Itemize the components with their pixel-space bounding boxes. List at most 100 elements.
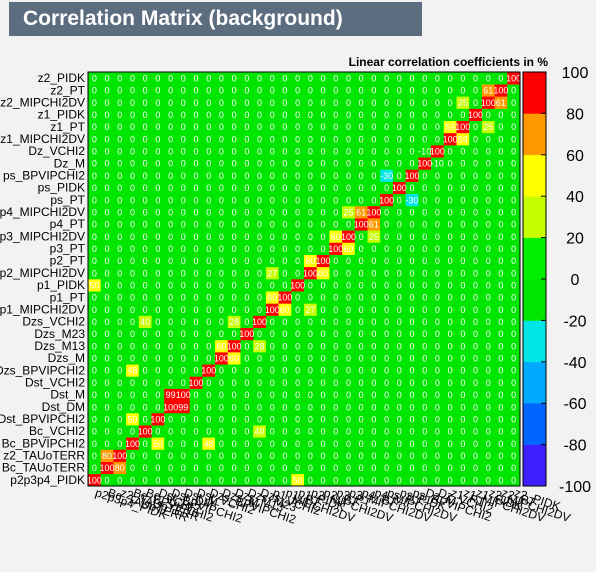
cell-value-label: 0 (232, 232, 237, 242)
cell-value-label: 0 (346, 475, 351, 485)
cell-value-label: 0 (409, 134, 414, 144)
cell-value-label: 0 (486, 427, 491, 437)
heatmap-cell (215, 254, 229, 268)
heatmap-cell (88, 425, 102, 438)
cell-value-label: 0 (448, 366, 453, 376)
cell-value-label: 0 (359, 183, 364, 193)
cell-value-label: 100 (404, 171, 419, 181)
heatmap-cell (507, 400, 521, 414)
cell-value-label: 0 (105, 110, 110, 120)
cell-value-label: 100 (138, 427, 153, 437)
heatmap-cell (380, 473, 394, 487)
cell-value-label: 0 (486, 463, 491, 473)
cell-value-label: 0 (168, 159, 173, 169)
cell-value-label: 0 (206, 390, 211, 400)
heatmap-cell (227, 230, 241, 243)
cell-value-label: 0 (321, 451, 326, 461)
cell-value-label: 0 (232, 475, 237, 485)
heatmap-cell (469, 352, 483, 365)
heatmap-cell (329, 339, 343, 353)
cell-value-label: 0 (473, 317, 478, 327)
cell-value-label: 0 (130, 280, 135, 290)
heatmap-cell (100, 412, 114, 426)
cell-value-label: 0 (321, 73, 326, 83)
heatmap-cell (100, 266, 114, 280)
cell-value-label: 0 (435, 439, 440, 449)
cell-value-label: 0 (232, 98, 237, 108)
heatmap-cell (456, 449, 470, 462)
cell-value-label: 0 (460, 439, 465, 449)
cell-value-label: 0 (422, 463, 427, 473)
heatmap-cell (253, 230, 267, 243)
cell-value-label: 0 (498, 354, 503, 364)
heatmap-cell (164, 291, 178, 304)
cell-value-label: 0 (117, 280, 122, 290)
heatmap-cell (392, 412, 406, 426)
cell-value-label: 27 (305, 305, 315, 315)
heatmap-cell (202, 461, 216, 475)
cell-value-label: 0 (155, 451, 160, 461)
heatmap-cell (507, 352, 521, 365)
heatmap-cell (189, 218, 203, 231)
heatmap-cell (380, 449, 394, 462)
heatmap-cell (418, 218, 432, 231)
heatmap-cell (215, 303, 229, 316)
heatmap-cell (151, 327, 165, 341)
cell-value-label: 0 (346, 183, 351, 193)
cell-value-label: 0 (181, 195, 186, 205)
heatmap-cell (253, 473, 267, 487)
cell-value-label: 0 (143, 207, 148, 217)
cell-value-label: 25 (369, 232, 379, 242)
heatmap-cell (164, 339, 178, 353)
cell-value-label: 100 (277, 293, 292, 303)
cell-value-label: 0 (371, 414, 376, 424)
heatmap-cell (456, 205, 470, 219)
heatmap-cell (418, 388, 432, 402)
colorbar-tick-label: -20 (563, 313, 586, 330)
heatmap-cell (151, 449, 165, 462)
cell-value-label: 61 (496, 98, 506, 108)
heatmap-cell (265, 425, 279, 438)
cell-value-label: 0 (409, 147, 414, 157)
heatmap-cell (291, 437, 305, 450)
cell-value-label: 0 (193, 171, 198, 181)
cell-value-label: 0 (270, 414, 275, 424)
cell-value-label: 0 (193, 451, 198, 461)
cell-value-label: 0 (486, 134, 491, 144)
cell-value-label: 0 (155, 73, 160, 83)
cell-value-label: 0 (155, 354, 160, 364)
cell-value-label: 0 (321, 402, 326, 412)
heatmap-cell (418, 400, 432, 414)
heatmap-cell (100, 352, 114, 365)
heatmap-cell (253, 400, 267, 414)
cell-value-label: 0 (155, 86, 160, 96)
heatmap-cell (126, 461, 140, 475)
colorbar-segment (523, 465, 546, 487)
heatmap-cell (469, 266, 483, 280)
heatmap-cell (278, 461, 292, 475)
heatmap-cell (316, 400, 330, 414)
heatmap-cell (443, 230, 457, 243)
cell-value-label: 0 (460, 244, 465, 254)
heatmap-cell (342, 205, 356, 219)
cell-value-label: 0 (308, 390, 313, 400)
heatmap-cell (164, 303, 178, 316)
cell-value-label: 0 (232, 305, 237, 315)
cell-value-label: 0 (308, 280, 313, 290)
heatmap-cell (291, 461, 305, 475)
heatmap-cell (138, 376, 152, 389)
colorbar-segment (523, 279, 546, 300)
cell-value-label: 0 (168, 329, 173, 339)
cell-value-label: 0 (371, 171, 376, 181)
cell-value-label: 0 (511, 110, 516, 120)
cell-value-label: 0 (422, 220, 427, 230)
heatmap-cell (380, 266, 394, 280)
cell-value-label: 0 (206, 305, 211, 315)
heatmap-cell (418, 327, 432, 341)
cell-value-label: 0 (130, 195, 135, 205)
cell-value-label: 0 (282, 134, 287, 144)
cell-value-label: 0 (308, 341, 313, 351)
cell-value-label: 0 (282, 86, 287, 96)
cell-value-label: 0 (193, 317, 198, 327)
cell-value-label: 0 (498, 317, 503, 327)
